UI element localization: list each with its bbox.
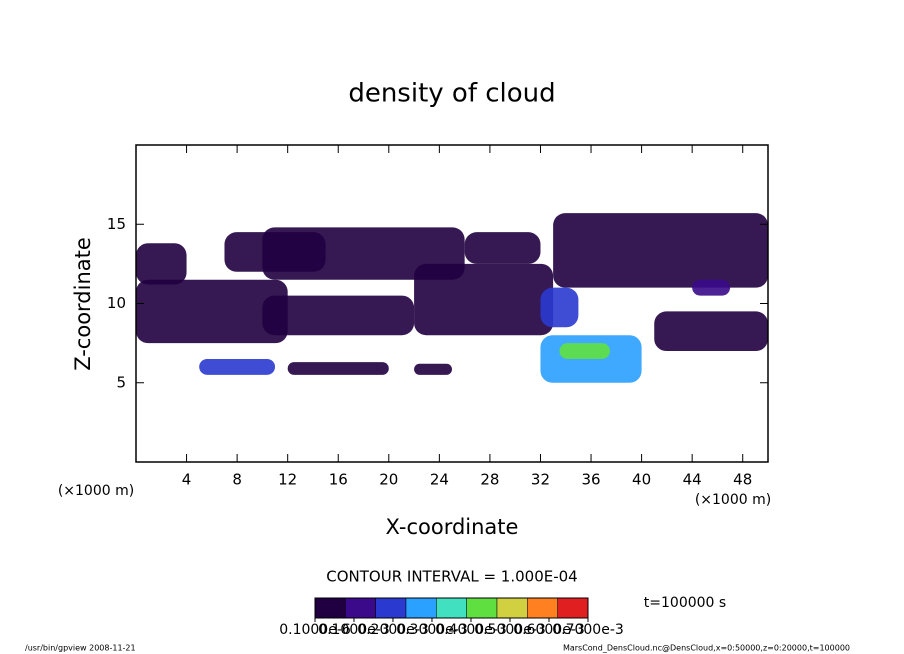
y-axis-label: Z-coordinate bbox=[71, 237, 95, 371]
colorbar-swatch bbox=[314, 597, 346, 619]
y-unit: (×1000 m) bbox=[58, 483, 134, 499]
x-tick-label: 24 bbox=[430, 471, 449, 489]
cloud-region bbox=[287, 362, 389, 375]
chart-title: density of cloud bbox=[348, 79, 555, 109]
contour-interval: CONTOUR INTERVAL = 1.000E-04 bbox=[326, 568, 577, 586]
x-tick-label: 44 bbox=[683, 471, 702, 489]
cloud-region bbox=[414, 363, 452, 375]
x-tick-label: 20 bbox=[379, 471, 398, 489]
cloud-region bbox=[262, 227, 465, 280]
cloud-region bbox=[559, 343, 610, 359]
colorbar-tick-label: 0.1000e-3 bbox=[318, 622, 390, 638]
x-tick-label: 12 bbox=[278, 471, 297, 489]
footer-left: /usr/bin/gpview 2008-11-21 bbox=[25, 644, 136, 653]
cloud-region bbox=[199, 358, 276, 375]
colorbar-tick-label: 0.1000e-6 bbox=[279, 622, 351, 638]
x-tick-label: 32 bbox=[531, 471, 550, 489]
colorbar-swatch bbox=[436, 597, 467, 619]
colorbar-swatch bbox=[405, 597, 437, 619]
cloud-region bbox=[414, 263, 554, 336]
colorbar-tick-label: 0.6000e-3 bbox=[513, 622, 585, 638]
cloud-region bbox=[262, 295, 415, 336]
x-tick-label: 28 bbox=[480, 471, 499, 489]
colorbar-tick-label: 0.2000e-3 bbox=[357, 622, 429, 638]
colorbar-tick-label: 0.4000e-3 bbox=[435, 622, 507, 638]
cloud-region bbox=[136, 279, 288, 344]
colorbar-swatch bbox=[496, 597, 528, 619]
cloud-region bbox=[540, 287, 579, 328]
colorbar-swatch bbox=[557, 597, 589, 619]
x-tick-label: 4 bbox=[182, 471, 192, 489]
x-tick-label: 36 bbox=[581, 471, 600, 489]
footer-right: MarsCond_DensCloud.nc@DensCloud,x=0:5000… bbox=[563, 644, 850, 653]
x-tick-label: 16 bbox=[329, 471, 348, 489]
x-tick-label: 8 bbox=[232, 471, 242, 489]
y-tick-label: 15 bbox=[107, 215, 126, 233]
colorbar-swatch bbox=[375, 597, 407, 619]
cloud-region bbox=[553, 213, 768, 288]
y-tick-label: 5 bbox=[116, 373, 126, 391]
colorbar-swatch bbox=[466, 597, 498, 619]
colorbar-tick-label: 0.3000e-3 bbox=[396, 622, 468, 638]
colorbar-frame bbox=[314, 597, 589, 619]
colorbar-tick-label: 0.5000e-3 bbox=[474, 622, 546, 638]
colorbar-swatch bbox=[527, 597, 558, 619]
cloud-region bbox=[464, 232, 541, 264]
colorbar-swatch bbox=[345, 597, 376, 619]
y-tick-label: 10 bbox=[107, 294, 126, 312]
x-unit: (×1000 m) bbox=[695, 492, 771, 508]
time-label: t=100000 s bbox=[644, 595, 726, 611]
x-tick-label: 48 bbox=[733, 471, 752, 489]
cloud-region bbox=[136, 243, 187, 285]
x-axis-label: X-coordinate bbox=[386, 515, 519, 539]
x-tick-label: 40 bbox=[632, 471, 651, 489]
cloud-region bbox=[692, 279, 731, 296]
cloud-region bbox=[654, 311, 768, 352]
colorbar-tick-label: 0.7000e-3 bbox=[552, 622, 624, 638]
